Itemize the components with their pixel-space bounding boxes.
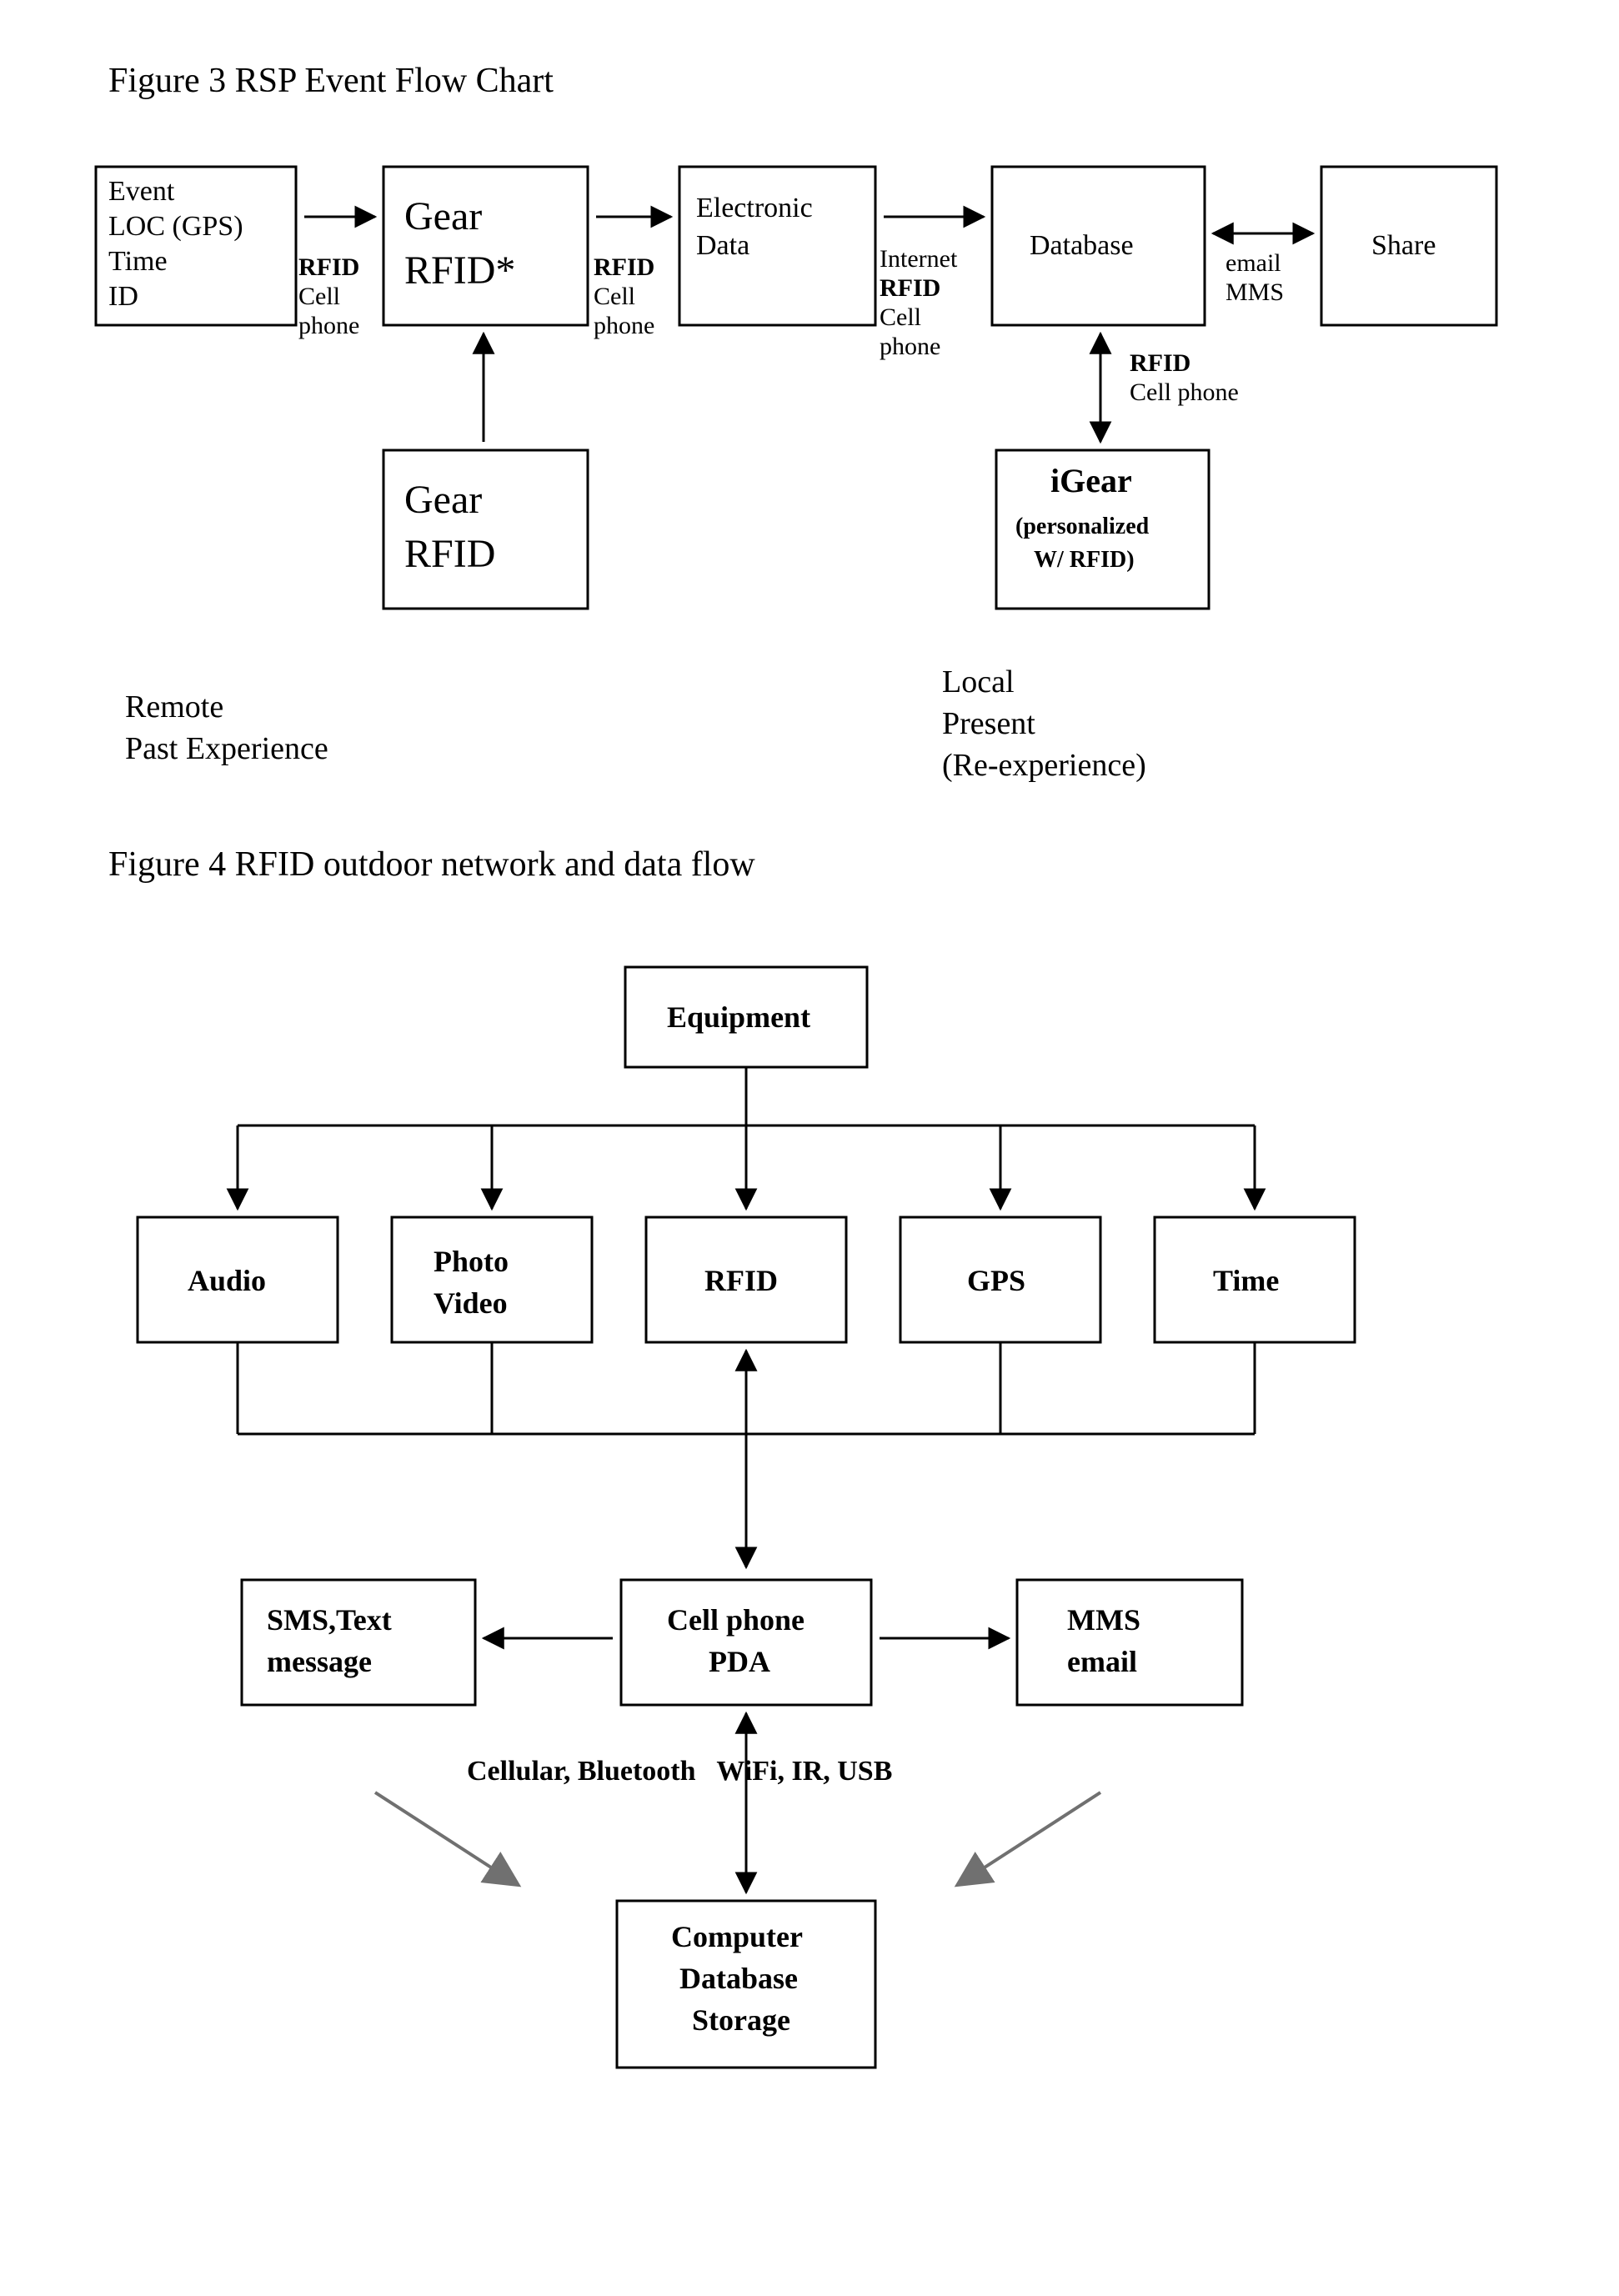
node-photo-l2: Video [434, 1286, 508, 1320]
fig3-br-l2: Present [942, 706, 1035, 741]
label-rfid1-l3: phone [298, 312, 359, 339]
node-event-l2: LOC (GPS) [108, 211, 243, 242]
node-gear-star [383, 167, 588, 325]
fig3-bl-l2: Past Experience [125, 731, 328, 766]
label-rfid2-l2: Cell [594, 283, 635, 310]
label-rfidv-l2: Cell phone [1130, 378, 1239, 406]
node-storage-l2: Database [679, 1962, 798, 1995]
node-mms-l1: MMS [1067, 1603, 1140, 1637]
label-email-l2: MMS [1226, 278, 1284, 306]
node-igear-l3: W/ RFID) [1034, 547, 1135, 573]
label-rfid1-l1: RFID [298, 253, 359, 281]
fig4-title: Figure 4 RFID outdoor network and data f… [108, 845, 755, 884]
node-edata-l2: Data [696, 230, 749, 261]
node-event-l4: ID [108, 281, 138, 312]
node-edata-l1: Electronic [696, 193, 813, 223]
label-rfid2-l1: RFID [594, 253, 654, 281]
arrow-sms-storage [375, 1792, 517, 1884]
label-email-l1: email [1226, 249, 1281, 277]
fig3-br-l3: (Re-experience) [942, 748, 1146, 783]
node-cell [621, 1580, 871, 1705]
fig3-bl-l1: Remote [125, 689, 223, 724]
label-rfidv-l1: RFID [1130, 349, 1190, 377]
page: Figure 3 RSP Event Flow Chart Event LOC … [0, 0, 1619, 2296]
label-internet-l4: phone [880, 333, 940, 360]
node-igear-l2: (personalized [1015, 514, 1150, 539]
node-rfid-t: RFID [704, 1264, 778, 1297]
diagram-svg: Figure 3 RSP Event Flow Chart Event LOC … [0, 0, 1619, 2296]
node-sms [242, 1580, 475, 1705]
fig4-conn-label: Cellular, Bluetooth WiFi, IR, USB [467, 1756, 892, 1787]
node-storage-l3: Storage [692, 2003, 790, 2037]
node-mms-l2: email [1067, 1645, 1137, 1678]
fig3-title: Figure 3 RSP Event Flow Chart [108, 62, 554, 100]
label-rfid1-l2: Cell [298, 283, 340, 310]
node-event-l1: Event [108, 176, 175, 207]
node-storage-l1: Computer [671, 1920, 803, 1953]
node-gear-star-l1: Gear [404, 194, 482, 238]
node-sms-l2: message [267, 1645, 372, 1678]
node-sms-l1: SMS,Text [267, 1603, 392, 1637]
node-database-l1: Database [1030, 230, 1134, 261]
node-gps-t: GPS [967, 1264, 1025, 1297]
node-gear-star-l2: RFID* [404, 248, 515, 293]
node-photo-l1: Photo [434, 1245, 509, 1278]
node-event-l3: Time [108, 246, 168, 277]
node-photo [392, 1217, 592, 1342]
node-mms [1017, 1580, 1242, 1705]
label-internet-l1: Internet [880, 245, 958, 273]
node-time-t: Time [1213, 1264, 1279, 1297]
node-cell-l2: PDA [709, 1645, 770, 1678]
label-internet-l2: RFID [880, 274, 940, 302]
node-audio-t: Audio [188, 1264, 266, 1297]
node-gear-rfid-l2: RFID [404, 532, 495, 576]
label-internet-l3: Cell [880, 303, 921, 331]
fig3-br-l1: Local [942, 664, 1015, 699]
node-share-l1: Share [1371, 230, 1436, 261]
node-igear-l1: iGear [1050, 462, 1132, 499]
node-gear-rfid [383, 450, 588, 609]
label-rfid2-l3: phone [594, 312, 654, 339]
arrow-mms-storage [959, 1792, 1100, 1884]
node-equipment-t: Equipment [667, 1000, 810, 1034]
node-gear-rfid-l1: Gear [404, 478, 482, 522]
node-cell-l1: Cell phone [667, 1603, 804, 1637]
